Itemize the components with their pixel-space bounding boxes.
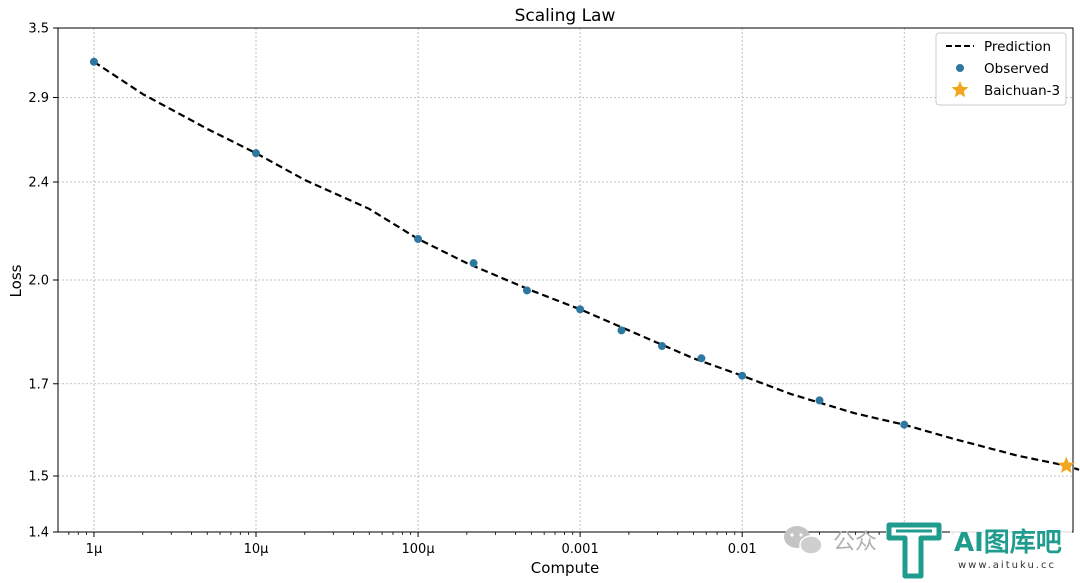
observed-point	[900, 420, 909, 429]
legend-label-prediction: Prediction	[984, 39, 1051, 55]
observed-point	[89, 57, 98, 66]
wechat-icon	[784, 526, 823, 555]
observed-point	[576, 305, 585, 314]
prediction-line	[93, 60, 1080, 471]
y-tick-label: 2.0	[28, 274, 49, 289]
observed-point	[252, 149, 261, 158]
observed-point	[469, 259, 478, 268]
brand-logo-icon	[886, 522, 942, 580]
x-tick-label: 1μ	[86, 542, 103, 557]
y-tick-label: 2.4	[28, 176, 49, 191]
y-tick-label: 1.4	[28, 526, 49, 541]
observed-point	[617, 326, 626, 335]
watermark-partial-text: 公众	[833, 530, 877, 555]
legend: Prediction Observed Baichuan-3	[935, 32, 1067, 106]
observed-point	[657, 342, 666, 351]
legend-observed-swatch	[956, 64, 964, 72]
x-axis-title: Compute	[531, 559, 599, 577]
chart-title: Scaling Law	[515, 6, 616, 26]
y-tick-label: 2.9	[28, 91, 49, 106]
y-tick-label: 3.5	[28, 22, 49, 37]
watermark: 公众 AI图库吧 www.aituku.cc	[784, 522, 1072, 580]
y-tick-label: 1.7	[28, 377, 49, 392]
x-tick-label: 10μ	[244, 542, 269, 557]
data-series	[89, 57, 1080, 473]
baichuan-3-star	[1057, 456, 1075, 473]
observed-point	[414, 234, 423, 243]
grid-lines	[58, 28, 1073, 532]
brand-name: AI图库吧	[954, 528, 1062, 558]
legend-box	[935, 32, 1067, 106]
observed-point	[738, 371, 747, 380]
x-tick-label: 100μ	[402, 542, 435, 557]
y-tick-label: 1.5	[28, 470, 49, 485]
x-tick-label: 0.01	[728, 542, 757, 557]
observed-point	[522, 286, 531, 295]
y-axis-title: Loss	[7, 264, 25, 297]
brand-text-backdrop	[950, 522, 1072, 574]
brand-url: www.aituku.cc	[958, 560, 1056, 571]
legend-baichuan-star-icon	[951, 81, 969, 98]
legend-label-baichuan-3: Baichuan-3	[984, 83, 1060, 99]
legend-label-observed: Observed	[984, 61, 1049, 77]
observed-point	[697, 354, 706, 363]
observed-point	[815, 396, 824, 405]
y-axis-ticks: 3.5 2.9 2.4 2.0 1.7 1.5 1.4	[28, 22, 58, 541]
x-tick-label: 0.001	[562, 542, 599, 557]
